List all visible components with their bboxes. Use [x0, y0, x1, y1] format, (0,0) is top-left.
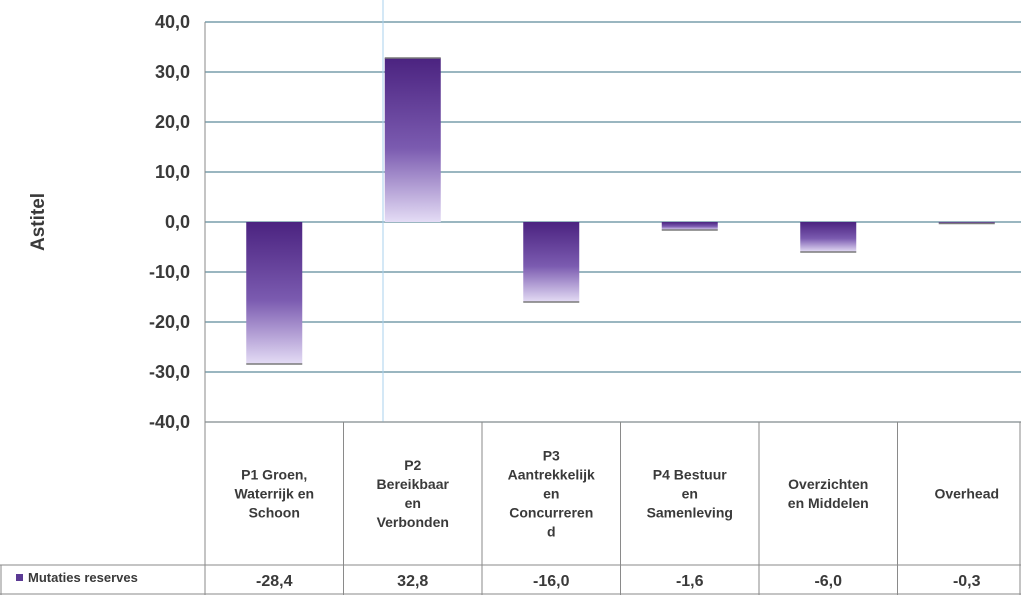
category-label-line: en [682, 486, 698, 502]
category-label-line: Overzichten [788, 476, 868, 492]
category-label-line: P2 [404, 457, 421, 473]
y-tick-label: -30,0 [149, 362, 190, 382]
category-label-line: P1 Groen, [241, 467, 307, 483]
y-tick-layer: 40,0 30,0 20,0 10,0 0,0 -10,0 -20,0 -30,0 -40,0 [149, 12, 190, 432]
data-value-label: -0,3 [953, 573, 981, 590]
grid-layer [204, 0, 1021, 423]
category-label-line: en [405, 495, 421, 511]
y-tick-label: 20,0 [155, 112, 190, 132]
category-label-line: Concurreren [509, 505, 593, 521]
y-tick-label: 0,0 [165, 212, 190, 232]
category-label-line: Aantrekkelijk [508, 467, 595, 483]
bar [661, 222, 718, 230]
category-label-line: en Middelen [788, 495, 869, 511]
bar [800, 222, 857, 252]
bar [246, 222, 303, 364]
category-label-line: Verbonden [377, 514, 449, 530]
category-label-line: Samenleving [647, 505, 733, 521]
y-tick-label: -40,0 [149, 412, 190, 432]
bar-layer [246, 57, 995, 365]
data-value-label: 32,8 [397, 573, 428, 590]
legend-marker [16, 574, 23, 581]
legend-label: Mutaties reserves [28, 570, 138, 585]
category-label-line: Bereikbaar [377, 476, 450, 492]
y-tick-label: 10,0 [155, 162, 190, 182]
y-tick-label: -10,0 [149, 262, 190, 282]
category-label-line: Waterrijk en [234, 486, 314, 502]
category-label-line: en [543, 486, 559, 502]
data-value-label: -28,4 [256, 573, 293, 590]
category-label: P1 Groen, Waterrijk en Schoon [234, 467, 314, 521]
y-axis-label: Astitel [28, 193, 49, 251]
category-label: Overhead [934, 486, 999, 502]
category-label: P2 Bereikbaar en Verbonden [377, 457, 450, 530]
category-label-line: P4 Bestuur [653, 467, 727, 483]
y-tick-label: 40,0 [155, 12, 190, 32]
bar [523, 222, 580, 302]
category-label-line: Schoon [249, 505, 300, 521]
data-value-label: -6,0 [814, 573, 842, 590]
data-value-label: -1,6 [676, 573, 704, 590]
data-table: P1 Groen, Waterrijk en Schoon P2 Bereikbaar e… [0, 421, 1021, 595]
category-label: P3 Aantrekkelijk en Concurreren d [508, 448, 595, 540]
data-value-label: -16,0 [533, 573, 570, 590]
category-label-line: Overhead [934, 486, 999, 502]
category-label: P4 Bestuur en Samenleving [647, 467, 733, 521]
category-label-line: P3 [543, 448, 560, 464]
category-label: Overzichten en Middelen [788, 476, 869, 511]
y-tick-label: -20,0 [149, 312, 190, 332]
bar [384, 58, 441, 222]
y-tick-label: 30,0 [155, 62, 190, 82]
category-label-line: d [547, 524, 556, 540]
